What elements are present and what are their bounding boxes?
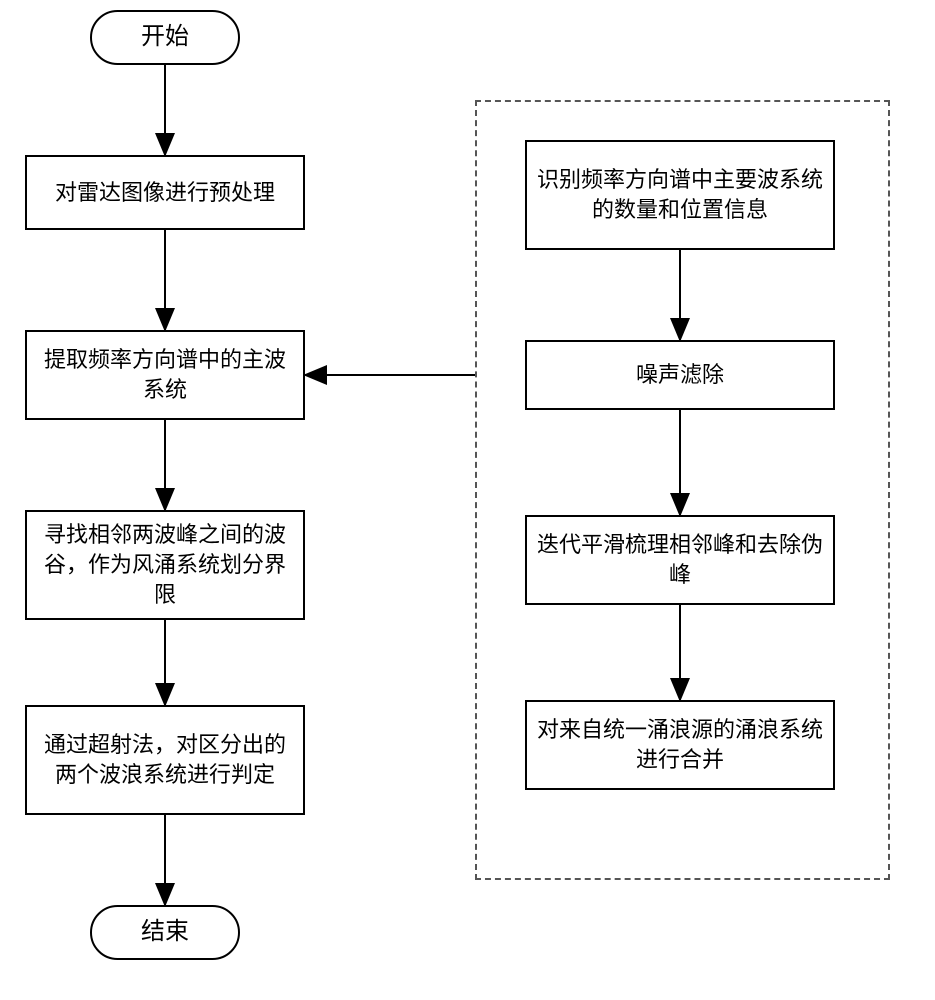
process-label: 提取频率方向谱中的主波系统	[37, 345, 293, 404]
process-label: 识别频率方向谱中主要波系统的数量和位置信息	[537, 165, 823, 224]
process-find-trough-boundary: 寻找相邻两波峰之间的波谷，作为风涌系统划分界限	[25, 510, 305, 620]
terminator-start: 开始	[90, 10, 240, 65]
process-merge-swell: 对来自统一涌浪源的涌浪系统进行合并	[525, 700, 835, 790]
process-label: 通过超射法，对区分出的两个波浪系统进行判定	[37, 730, 293, 789]
process-label: 迭代平滑梳理相邻峰和去除伪峰	[537, 530, 823, 589]
process-iterative-smooth: 迭代平滑梳理相邻峰和去除伪峰	[525, 515, 835, 605]
process-overshoot-judge: 通过超射法，对区分出的两个波浪系统进行判定	[25, 705, 305, 815]
terminator-start-label: 开始	[141, 21, 189, 53]
process-label: 对来自统一涌浪源的涌浪系统进行合并	[537, 715, 823, 774]
process-identify-wave-systems: 识别频率方向谱中主要波系统的数量和位置信息	[525, 140, 835, 250]
process-noise-filter: 噪声滤除	[525, 340, 835, 410]
process-preprocess-radar: 对雷达图像进行预处理	[25, 155, 305, 230]
process-label: 寻找相邻两波峰之间的波谷，作为风涌系统划分界限	[37, 520, 293, 609]
terminator-end-label: 结束	[141, 916, 189, 948]
process-extract-main-wave: 提取频率方向谱中的主波系统	[25, 330, 305, 420]
process-label: 噪声滤除	[636, 360, 724, 390]
terminator-end: 结束	[90, 905, 240, 960]
process-label: 对雷达图像进行预处理	[55, 178, 275, 208]
